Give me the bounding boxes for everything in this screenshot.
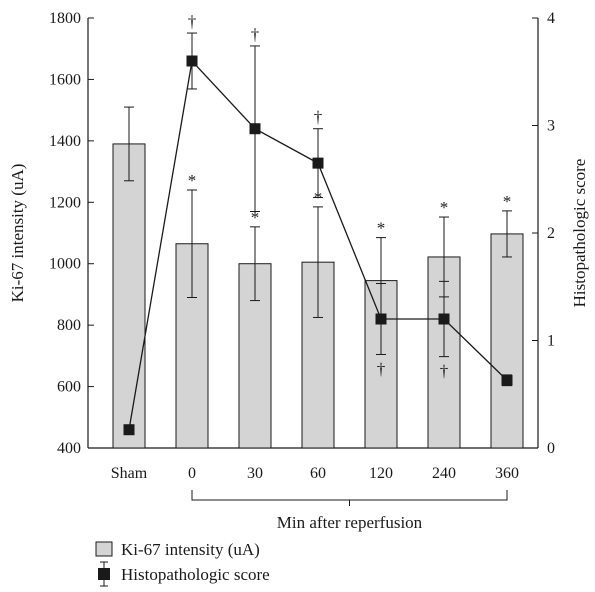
x-tick-label: 60 [310, 465, 326, 482]
score-point [438, 313, 450, 325]
legend: Ki-67 intensity (uA) Histopathologic sco… [95, 540, 270, 587]
legend-swatch-marker [98, 568, 110, 580]
legend-swatch-bar [95, 541, 113, 557]
score-significance-marker: † [314, 108, 323, 127]
x-tick-label: 30 [247, 465, 263, 482]
y2-tick-label: 3 [547, 118, 555, 135]
y2-tick-label: 0 [547, 440, 555, 457]
y-tick-label: 1600 [49, 71, 81, 88]
y2-tick-label: 1 [547, 333, 555, 350]
bar-significance-marker: * [377, 219, 386, 238]
score-point [186, 55, 198, 67]
y2-tick-label: 4 [547, 10, 555, 27]
score-significance-marker: † [188, 12, 197, 31]
bar-significance-marker: * [440, 198, 449, 217]
y2-tick-label: 2 [547, 225, 555, 242]
y2-axis-label: Histopathologic score [570, 159, 589, 308]
reperfusion-bracket [191, 490, 508, 501]
score-point [249, 123, 261, 135]
score-point [501, 374, 513, 386]
y-tick-label: 400 [57, 440, 81, 457]
y-tick-label: 1200 [49, 194, 81, 211]
bar-significance-marker: * [503, 192, 512, 211]
x-tick-label: 0 [188, 465, 196, 482]
y-tick-label: 800 [57, 317, 81, 334]
score-point [312, 157, 324, 169]
x-axis-label: Min after reperfusion [277, 513, 423, 532]
plot-area: 400 600 800 1000 1200 1400 1600 1800 0 1 2 3 4 Sham 0 3… [49, 10, 555, 506]
y-axis-label: Ki-67 intensity (uA) [8, 164, 27, 303]
y-tick-label: 600 [57, 379, 81, 396]
bar [112, 143, 146, 449]
y-tick-label: 1800 [49, 10, 81, 27]
score-significance-marker: † [377, 359, 386, 378]
score-significance-marker: † [251, 25, 260, 44]
x-tick-label: 120 [369, 465, 393, 482]
x-tick-label: Sham [111, 465, 148, 482]
score-point [375, 313, 387, 325]
score-point [123, 424, 135, 436]
legend-label-histopathologic: Histopathologic score [121, 565, 270, 584]
bar-significance-marker: * [188, 171, 197, 190]
bar-significance-marker: * [251, 208, 260, 227]
y-tick-label: 1000 [49, 256, 81, 273]
score-significance-marker: † [440, 362, 449, 381]
x-tick-label: 360 [495, 465, 519, 482]
x-tick-label: 240 [432, 465, 456, 482]
y-tick-label: 1400 [49, 133, 81, 150]
legend-label-ki67: Ki-67 intensity (uA) [121, 540, 260, 559]
bar [490, 233, 524, 449]
